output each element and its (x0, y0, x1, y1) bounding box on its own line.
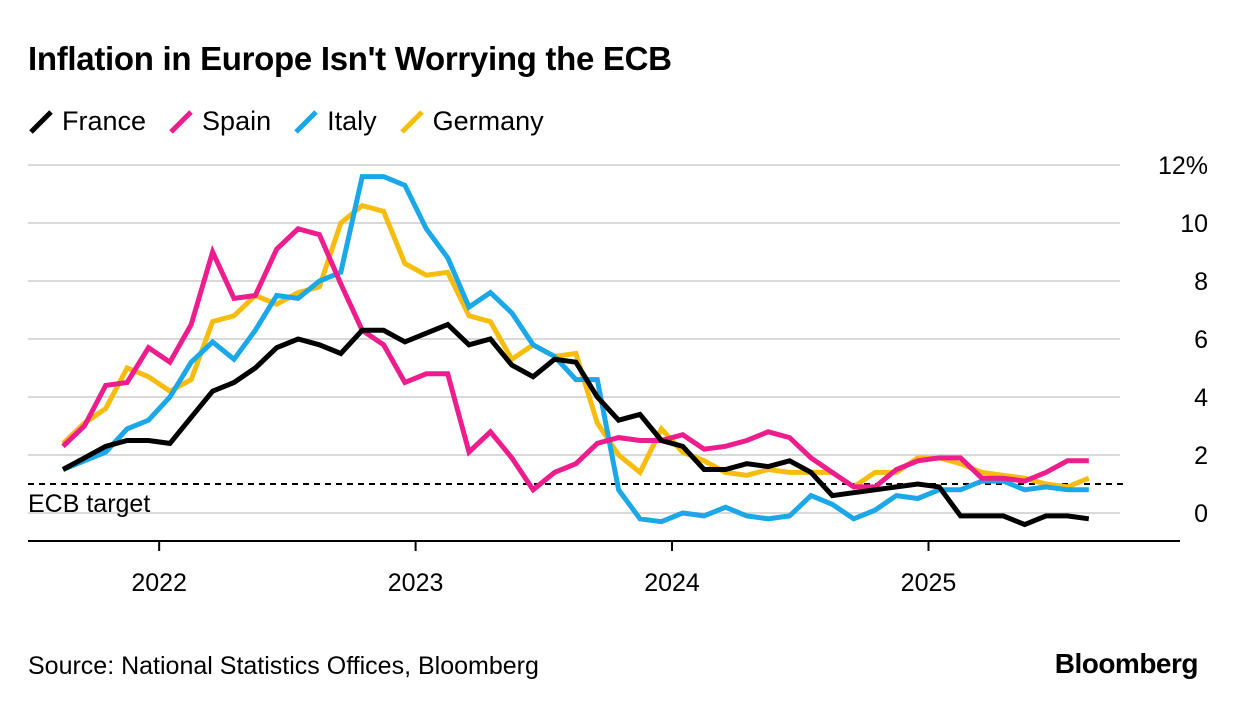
legend-label-germany: Germany (432, 106, 544, 136)
legend-label-italy: Italy (327, 106, 377, 136)
legend-swatch-spain (169, 109, 193, 134)
legend-swatch-italy (294, 109, 318, 134)
x-tick-label: 2024 (644, 569, 700, 597)
ecb-target-label: ECB target (28, 490, 150, 518)
y-tick-label: 8 (1194, 268, 1208, 296)
series-line-france (61, 321, 1090, 528)
legend-label-france: France (62, 106, 147, 136)
legend-swatch-france (29, 109, 53, 134)
bloomberg-logo: Bloomberg (1054, 648, 1199, 679)
y-tick-label: 0 (1194, 500, 1208, 528)
y-tick-label: 12% (1158, 152, 1208, 180)
series-line-germany (61, 202, 1090, 490)
y-tick-label: 10 (1180, 210, 1208, 238)
legend-item-france: France (28, 106, 146, 137)
source-note: Source: National Statistics Offices, Blo… (28, 652, 539, 680)
chart-title: Inflation in Europe Isn't Worrying the E… (28, 40, 672, 77)
x-tick-label: 2025 (901, 569, 957, 597)
legend-swatch-germany (399, 109, 424, 134)
series-line-spain (61, 226, 1089, 494)
legend: France Spain Italy Germany (28, 106, 566, 137)
legend-item-spain: Spain (168, 106, 271, 137)
legend-label-spain: Spain (202, 106, 272, 136)
y-tick-label: 4 (1194, 384, 1208, 412)
x-tick-label: 2023 (388, 569, 444, 597)
series-line-italy (62, 174, 1089, 525)
legend-item-germany: Germany (399, 106, 544, 137)
y-tick-label: 2 (1194, 442, 1208, 470)
legend-item-italy: Italy (293, 106, 377, 137)
y-tick-label: 6 (1194, 326, 1208, 354)
line-chart: 12% 10 8 6 4 2 0 2022 2023 2024 2025 ECB target (28, 152, 1208, 597)
x-tick-label: 2022 (131, 569, 187, 597)
